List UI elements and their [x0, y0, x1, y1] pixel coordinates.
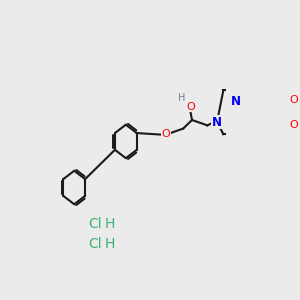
Text: N: N	[231, 95, 241, 108]
Text: Cl: Cl	[88, 217, 102, 230]
Text: O: O	[162, 129, 171, 139]
Text: H: H	[178, 93, 185, 103]
Text: H: H	[104, 238, 115, 251]
Text: O: O	[289, 121, 298, 130]
Text: O: O	[289, 94, 298, 104]
Text: Cl: Cl	[88, 238, 102, 251]
Text: N: N	[212, 116, 222, 129]
Text: O: O	[187, 101, 195, 112]
Text: H: H	[104, 217, 115, 230]
